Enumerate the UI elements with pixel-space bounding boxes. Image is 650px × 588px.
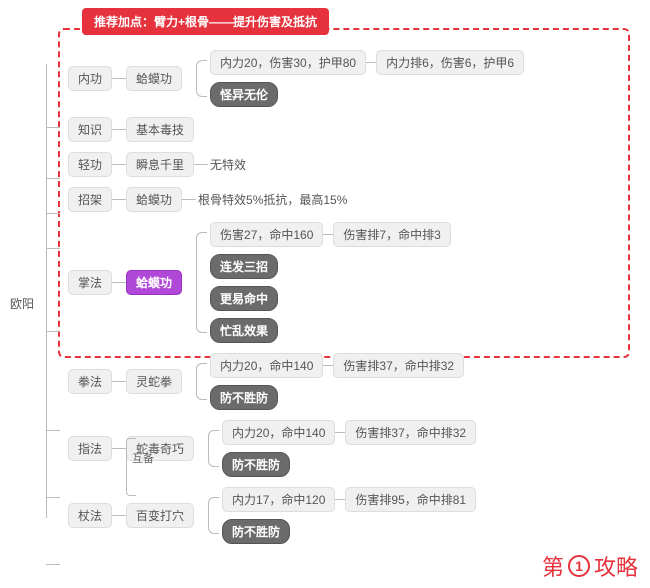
child-row: 内力20，命中140 伤害排37，命中排32 xyxy=(210,351,464,380)
rank-node: 伤害排95，命中排81 xyxy=(345,487,476,512)
category-node: 知识 xyxy=(68,117,112,142)
category-node: 指法 xyxy=(68,436,112,461)
branch-row: 内功蛤蟆功 内力20，伤害30，护甲80 内力排6，伤害6，护甲6 怪异无伦 xyxy=(68,48,650,109)
category-node: 轻功 xyxy=(68,152,112,177)
skill-node: 蛤蟆功 xyxy=(126,187,182,212)
child-row: 更易命中 xyxy=(210,284,451,313)
child-row: 忙乱效果 xyxy=(210,316,451,345)
tail-text: 无特效 xyxy=(208,153,248,176)
skill-tree: 推荐加点：臂力+根骨——提升伤害及抵抗 欧阳 内功蛤蟆功内力20，伤害30，护甲… xyxy=(0,0,650,562)
child-group: 内力20，命中140 伤害排37，命中排32 防不胜防 xyxy=(208,418,476,479)
skill-node: 蛤蟆功 xyxy=(126,270,182,295)
skill-node: 基本毒技 xyxy=(126,117,194,142)
tag-node: 防不胜防 xyxy=(222,452,290,477)
child-row: 防不胜防 xyxy=(222,450,476,479)
branch-row: 知识基本毒技 xyxy=(68,115,650,144)
rank-node: 伤害排7，命中排3 xyxy=(333,222,450,247)
child-group: 内力20，伤害30，护甲80 内力排6，伤害6，护甲6 怪异无伦 xyxy=(196,48,524,109)
skill-node: 瞬息千里 xyxy=(126,152,194,177)
tail-text: 根骨特效5%抵抗，最高15% xyxy=(196,188,349,211)
watermark-num: 1 xyxy=(568,555,590,577)
child-group: 内力17，命中120 伤害排95，命中排81 防不胜防 xyxy=(208,485,476,546)
watermark-post: 攻略 xyxy=(594,550,638,582)
category-node: 掌法 xyxy=(68,270,112,295)
tag-node: 更易命中 xyxy=(210,286,278,311)
branch-row: 掌法蛤蟆功 伤害27，命中160 伤害排7，命中排3 连发三招更易命中忙乱效果 xyxy=(68,220,650,345)
tag-node: 防不胜防 xyxy=(222,519,290,544)
child-row: 内力17，命中120 伤害排95，命中排81 xyxy=(222,485,476,514)
branch-row: 招架蛤蟆功根骨特效5%抵抗，最高15% xyxy=(68,185,650,214)
child-row: 怪异无伦 xyxy=(210,80,524,109)
tag-node: 怪异无伦 xyxy=(210,82,278,107)
branch-row: 拳法灵蛇拳 内力20，命中140 伤害排37，命中排32 防不胜防 xyxy=(68,351,650,412)
child-row: 内力20，伤害30，护甲80 内力排6，伤害6，护甲6 xyxy=(210,48,524,77)
child-row: 防不胜防 xyxy=(210,383,464,412)
category-node: 招架 xyxy=(68,187,112,212)
recommendation-banner: 推荐加点：臂力+根骨——提升伤害及抵抗 xyxy=(82,8,329,35)
skill-node: 百变打穴 xyxy=(126,503,194,528)
category-node: 内功 xyxy=(68,66,112,91)
rank-node: 伤害排37，命中排32 xyxy=(333,353,464,378)
rank-node: 伤害排37，命中排32 xyxy=(345,420,476,445)
tag-node: 忙乱效果 xyxy=(210,318,278,343)
stat-node: 伤害27，命中160 xyxy=(210,222,323,247)
skill-node: 蛤蟆功 xyxy=(126,66,182,91)
hubei-label: 互备 xyxy=(132,450,154,466)
tag-node: 连发三招 xyxy=(210,254,278,279)
rank-node: 内力排6，伤害6，护甲6 xyxy=(376,50,524,75)
branch-row: 轻功瞬息千里无特效 xyxy=(68,150,650,179)
child-row: 连发三招 xyxy=(210,252,451,281)
category-node: 杖法 xyxy=(68,503,112,528)
child-group: 内力20，命中140 伤害排37，命中排32 防不胜防 xyxy=(196,351,464,412)
stat-node: 内力20，伤害30，护甲80 xyxy=(210,50,366,75)
branch-row: 指法蛇毒奇巧内力20，命中140伤害排37，命中排32防不胜防 xyxy=(68,418,650,479)
stat-node: 内力17，命中120 xyxy=(222,487,335,512)
skill-node: 灵蛇拳 xyxy=(126,369,182,394)
child-row: 内力20，命中140 伤害排37，命中排32 xyxy=(222,418,476,447)
branch-row: 杖法百变打穴 内力17，命中120 伤害排95，命中排81 防不胜防 xyxy=(68,485,650,546)
tag-node: 防不胜防 xyxy=(210,385,278,410)
hubei-bracket xyxy=(126,438,136,496)
child-row: 伤害27，命中160 伤害排7，命中排3 xyxy=(210,220,451,249)
child-row: 防不胜防 xyxy=(222,517,476,546)
stat-node: 内力20，命中140 xyxy=(222,420,335,445)
watermark-pre: 第 xyxy=(542,550,564,582)
watermark: 第 1 攻略 xyxy=(542,550,638,582)
category-node: 拳法 xyxy=(68,369,112,394)
stat-node: 内力20，命中140 xyxy=(210,353,323,378)
child-group: 伤害27，命中160 伤害排7，命中排3 连发三招更易命中忙乱效果 xyxy=(196,220,451,345)
